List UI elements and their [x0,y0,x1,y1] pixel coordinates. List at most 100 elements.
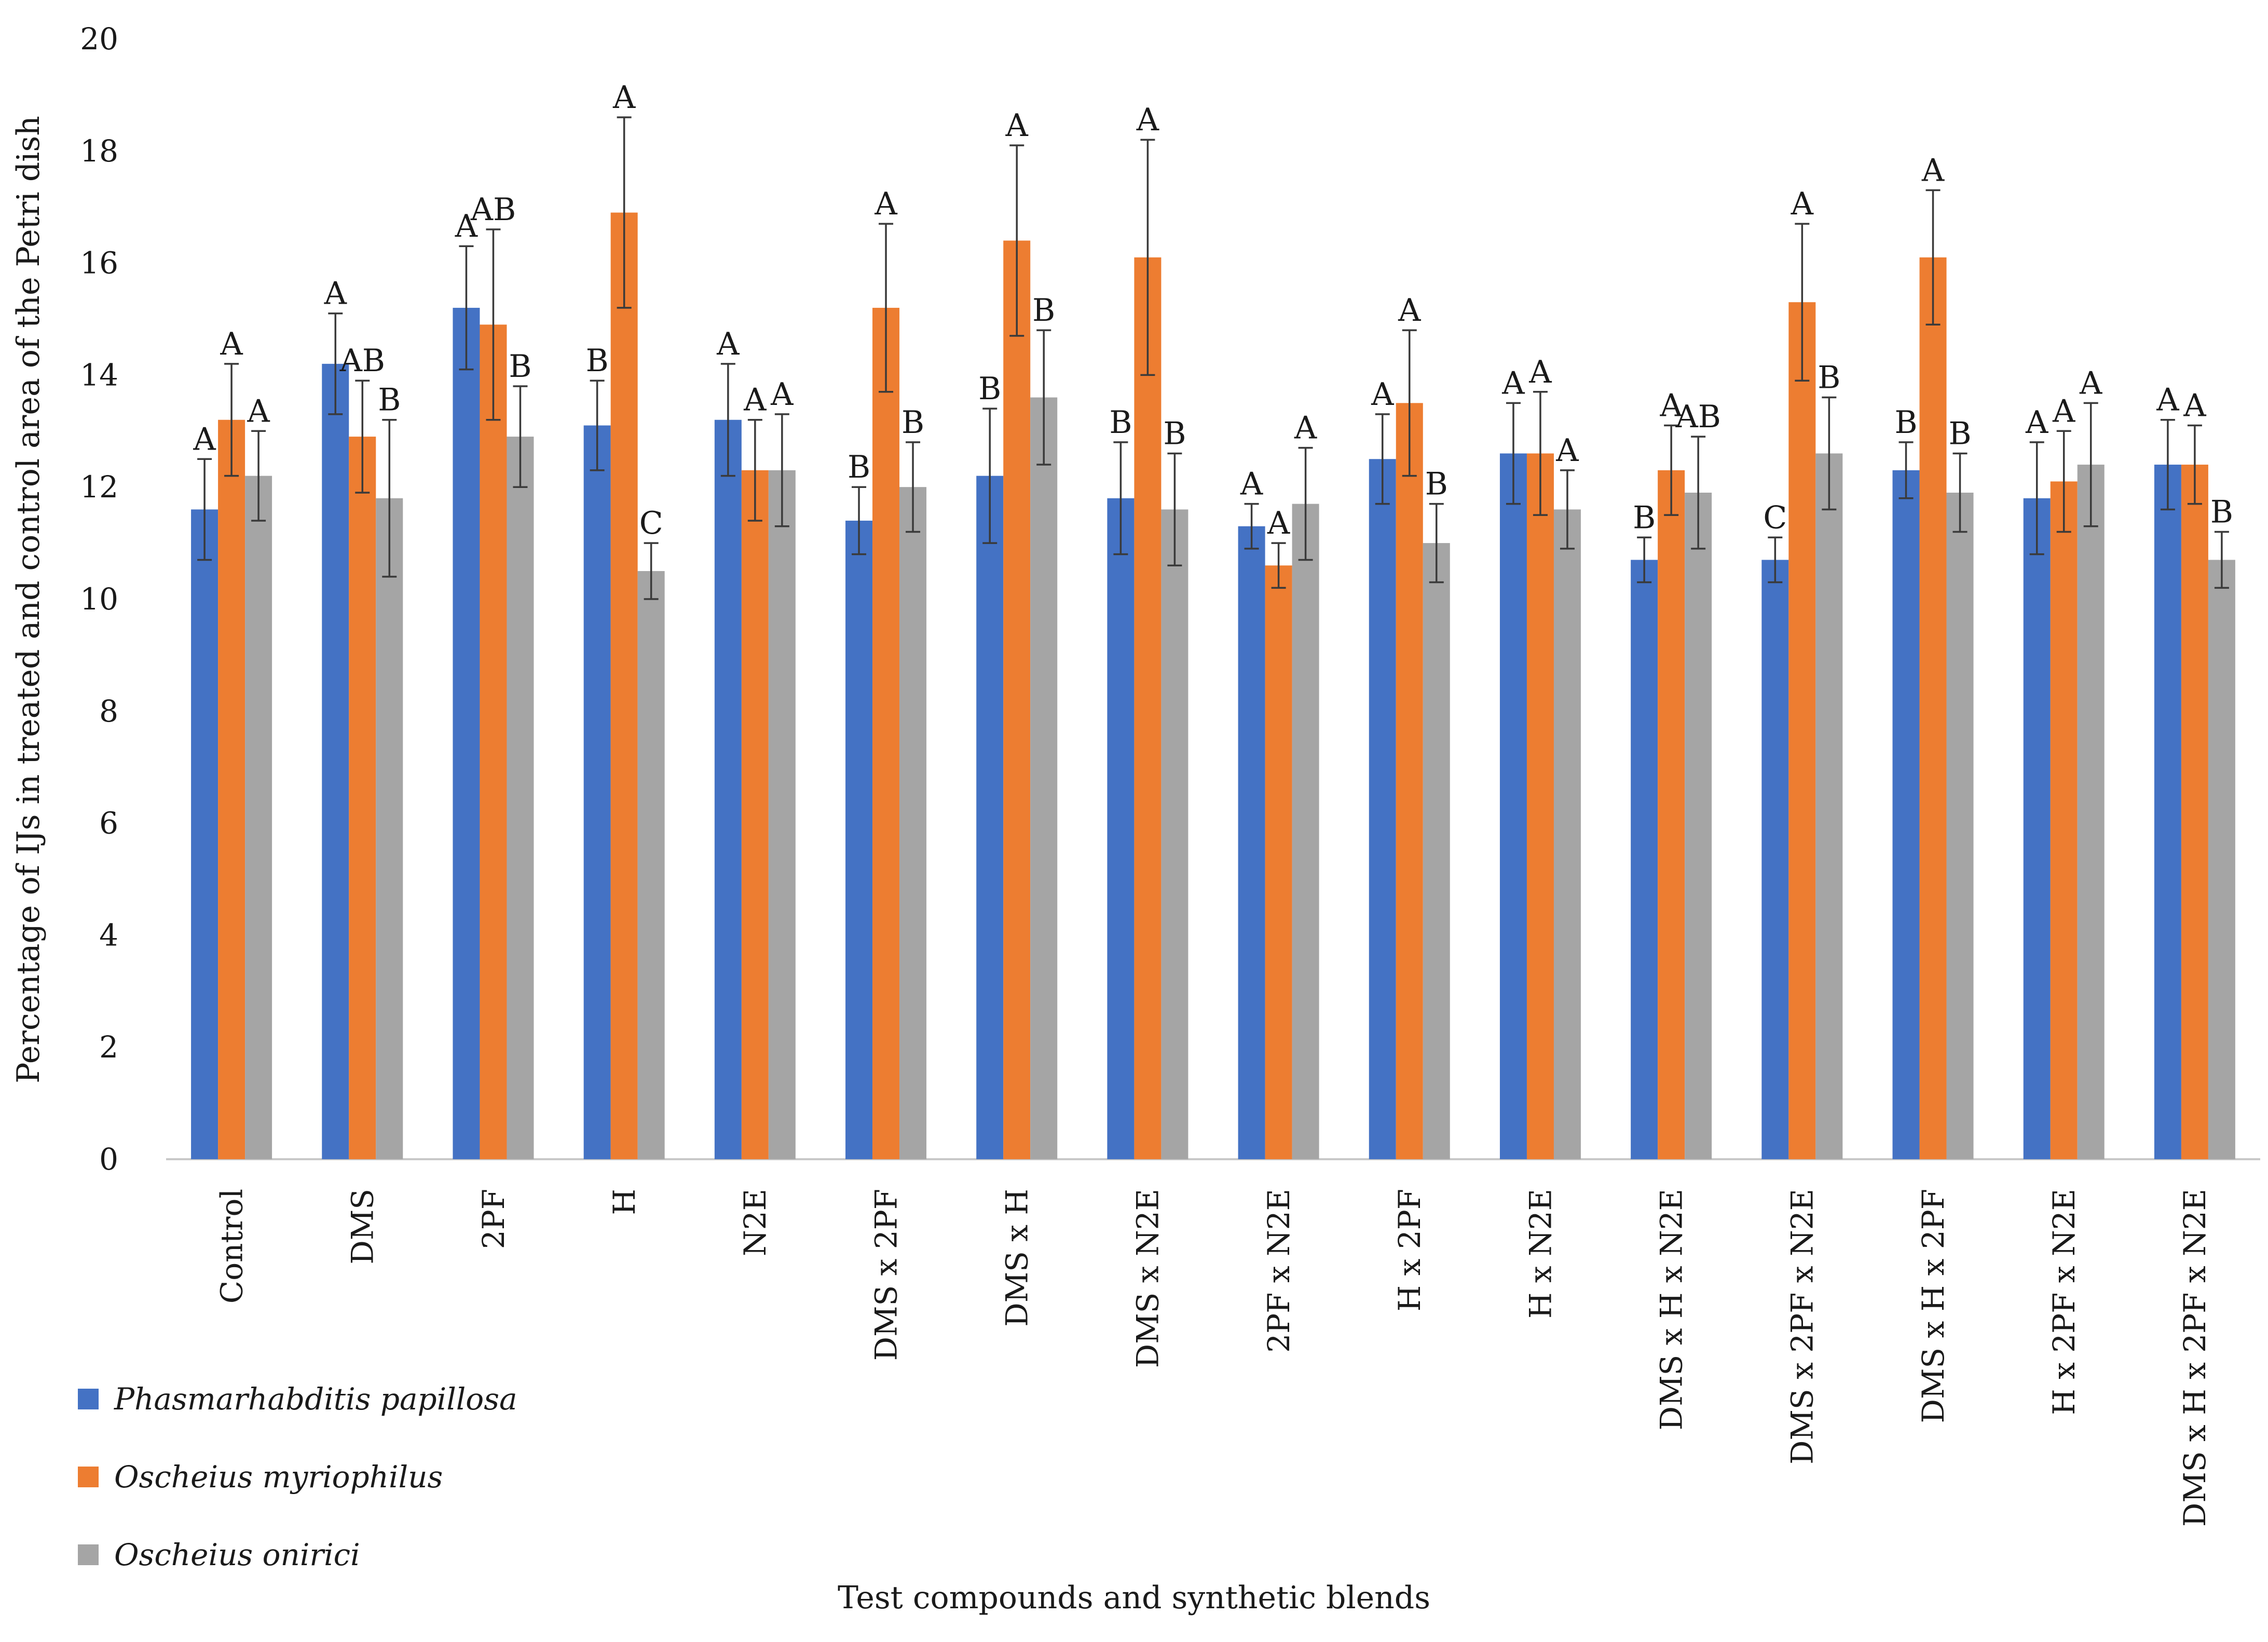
significance-label: B [1894,404,1917,441]
x-tick-label: H x 2PF x N2E [2046,1189,2082,1415]
significance-label: A [2052,393,2075,429]
x-tick-label: DMS [345,1189,380,1265]
significance-label: A [1267,505,1290,541]
legend-swatch [78,1389,99,1409]
bar [899,487,927,1160]
bar [1107,498,1135,1159]
y-tick-label: 2 [99,1029,118,1065]
significance-label: B [1425,466,1448,503]
bar [453,307,480,1160]
legend-label: Oscheius myriophilus [114,1459,443,1495]
significance-label: B [1633,499,1656,536]
y-tick-label: 12 [80,469,118,505]
bar [1553,509,1581,1159]
x-tick-label: Control [214,1189,249,1304]
significance-label: B [1948,415,1971,452]
significance-label: AB [470,192,516,228]
significance-label: A [716,326,740,362]
bar [2023,498,2051,1159]
significance-label: A [1659,388,1683,424]
bar [1892,470,1920,1159]
significance-label: A [2079,365,2102,401]
x-tick-label: DMS x H [1000,1189,1035,1327]
bar [1761,560,1789,1159]
significance-label: B [978,371,1001,407]
bar [2181,465,2208,1159]
y-tick-label: 4 [99,917,118,953]
significance-label: A [874,186,897,222]
bar [1369,459,1396,1159]
significance-label: A [324,276,347,312]
y-tick-label: 6 [99,806,118,841]
y-tick-label: 0 [99,1142,118,1177]
bar [1815,453,1843,1160]
bar [2208,560,2235,1159]
x-tick-label: H [607,1189,642,1215]
bar [583,425,611,1159]
bar [1423,543,1450,1159]
significance-label: A [1398,292,1421,329]
bar [1658,470,1685,1159]
significance-label: A [770,376,794,413]
significance-label: A [612,79,636,116]
bar [322,363,349,1159]
bar [2077,465,2105,1159]
bar [376,498,403,1159]
significance-label: A [1005,107,1029,144]
x-tick-label: N2E [737,1189,773,1256]
bar [1499,453,1527,1160]
significance-label: A [1294,410,1317,446]
x-tick-label: 2PF x N2E [1261,1189,1296,1353]
bar [1685,492,1712,1159]
y-tick-label: 16 [80,246,118,281]
significance-label: B [848,449,870,485]
bar [976,476,1004,1159]
bar [1292,504,1319,1159]
bar [768,470,796,1159]
bar [191,509,218,1159]
legend-label: Oscheius onirici [114,1537,360,1572]
x-tick-label: DMS x N2E [1130,1189,1166,1368]
significance-label: A [1921,152,1945,188]
y-tick-label: 18 [80,133,118,169]
bar [1161,509,1188,1159]
x-tick-label: DMS x 2PF x N2E [1785,1189,1820,1464]
significance-label: C [1763,499,1787,536]
significance-label: C [639,505,663,541]
y-tick-label: 8 [99,694,118,729]
significance-label: B [901,404,924,441]
significance-label: A [1528,354,1552,390]
significance-label: A [247,393,270,429]
bar [1396,403,1423,1159]
x-axis-title: Test compounds and synthetic blends [838,1580,1430,1616]
significance-label: B [1163,415,1186,452]
legend-swatch [78,1467,99,1487]
bar [714,419,742,1159]
y-tick-label: 20 [80,21,118,57]
significance-label: A [220,326,243,362]
bar [507,437,534,1159]
bar [1526,453,1554,1160]
bar [872,307,900,1160]
bar [1238,526,1265,1159]
significance-label: A [743,382,767,418]
significance-label: A [1136,102,1159,138]
bar [1946,492,1974,1159]
bar [349,437,376,1159]
significance-label: A [193,421,216,457]
x-tick-label: DMS x 2PF [868,1189,904,1361]
y-tick-label: 14 [80,357,118,392]
bar [2050,481,2078,1160]
significance-label: A [2183,388,2206,424]
significance-label: AB [1675,399,1720,435]
significance-label: AB [339,343,385,379]
significance-label: B [1818,360,1840,396]
significance-label: A [455,208,478,245]
bar [637,571,665,1159]
bar [2154,465,2181,1159]
bar [845,520,873,1160]
legend: Phasmarhabditis papillosa Oscheius myriop… [78,1381,517,1572]
x-tick-label: DMS x H x 2PF x N2E [2177,1189,2212,1527]
bar [1265,565,1292,1159]
